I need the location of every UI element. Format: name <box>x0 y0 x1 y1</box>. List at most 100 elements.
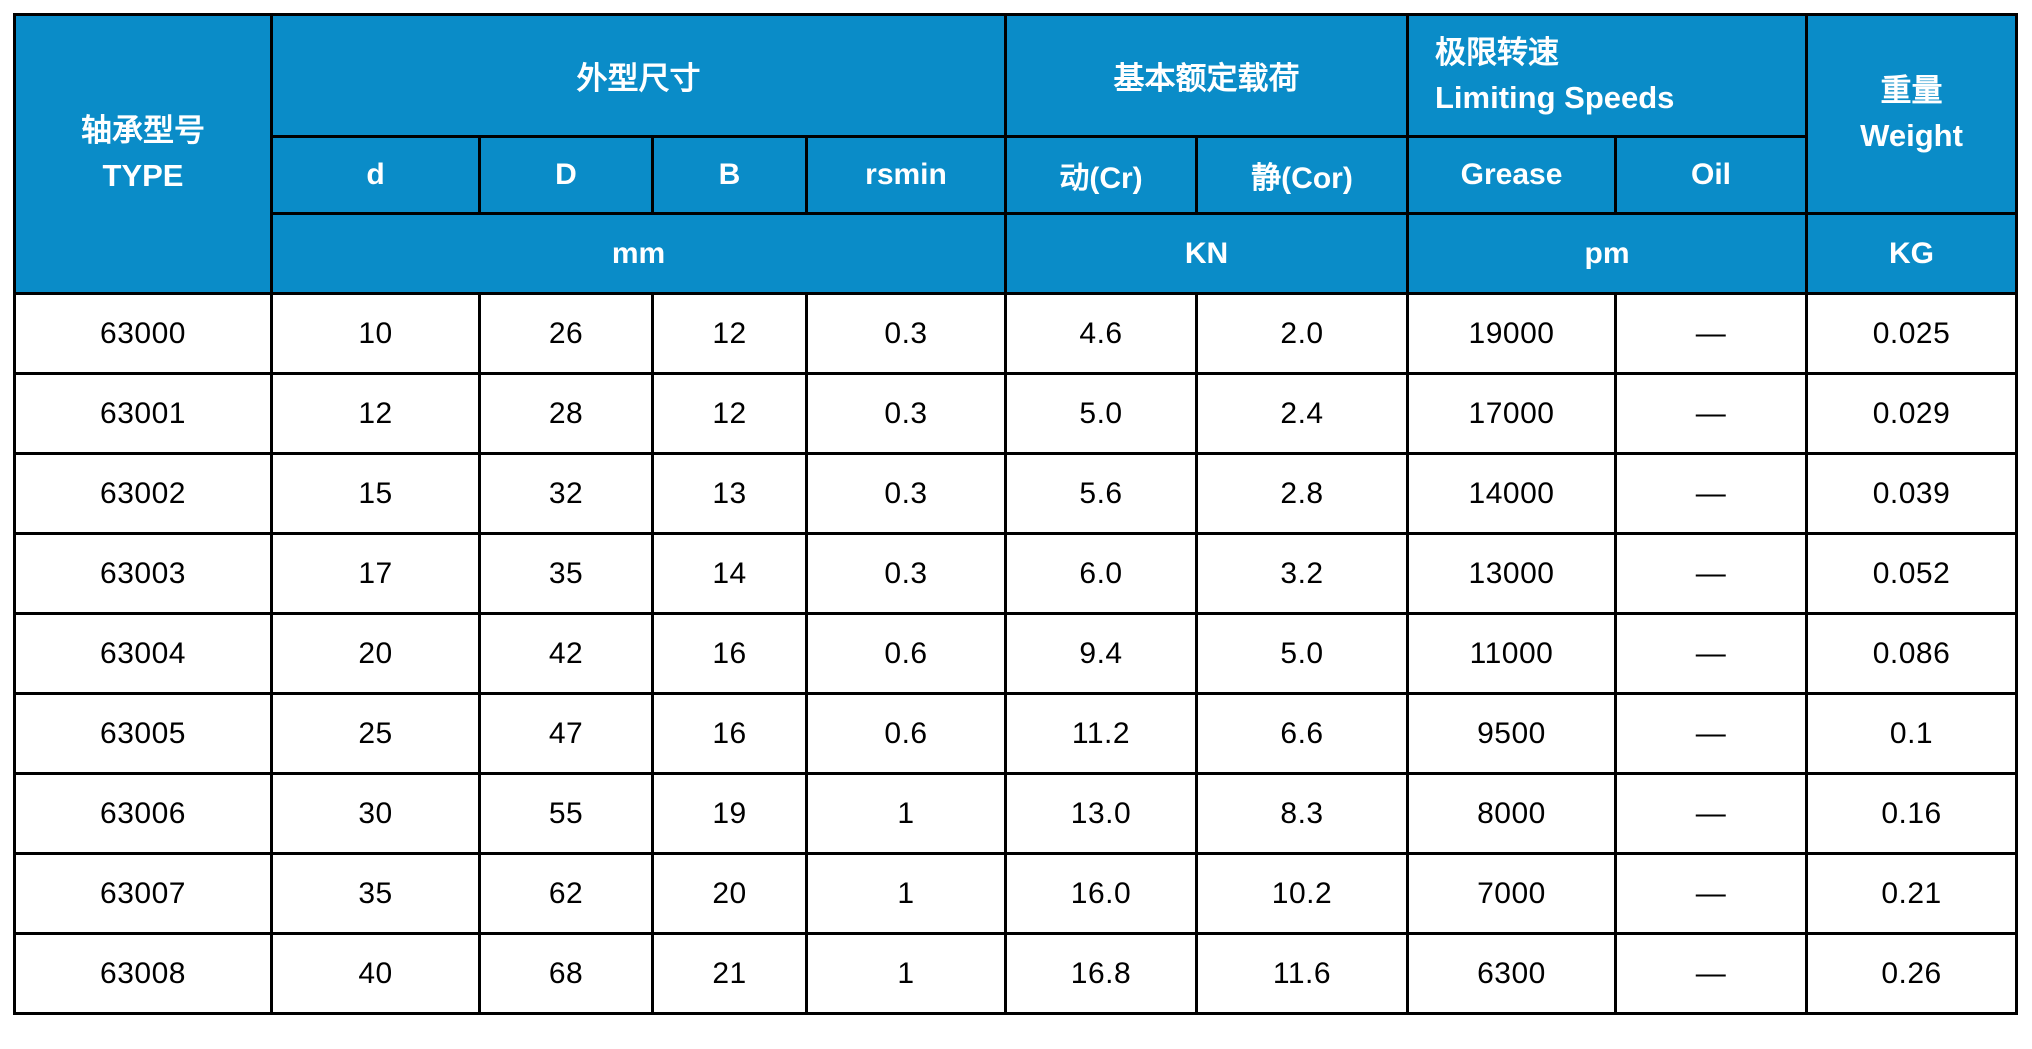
cell-cr-dynamic: 4.6 <box>1004 292 1198 375</box>
cell-cor-static: 11.6 <box>1195 932 1409 1015</box>
cell-rsmin: 0.3 <box>805 292 1007 375</box>
cell-D: 26 <box>478 292 654 375</box>
cell-d: 40 <box>270 932 481 1015</box>
cell-rsmin: 1 <box>805 932 1007 1015</box>
cell-cor-static: 2.0 <box>1195 292 1409 375</box>
cell-grease: 8000 <box>1406 772 1617 855</box>
cell-D: 68 <box>478 932 654 1015</box>
table-row: 63002 15 32 13 0.3 5.6 2.8 14000—0.039 <box>13 452 2019 535</box>
cell-rsmin: 0.3 <box>805 372 1007 455</box>
cell-cr-dynamic: 9.4 <box>1004 612 1198 695</box>
header-cr-dynamic: 动(Cr) <box>1004 135 1198 215</box>
cell-type: 63001 <box>13 372 273 455</box>
cell-grease: 19000 <box>1406 292 1617 375</box>
table-row: 63004 20 42 16 0.6 9.4 5.0 11000—0.086 <box>13 612 2019 695</box>
cell-oil: — <box>1613 932 1809 1015</box>
cell-type: 63008 <box>13 932 273 1015</box>
cell-grease: 17000 <box>1406 372 1617 455</box>
cell-oil: — <box>1613 692 1809 775</box>
cell-cor-static: 6.6 <box>1195 692 1409 775</box>
table-row: 63003 17 35 14 0.3 6.0 3.2 13000—0.052 <box>13 532 2019 615</box>
cell-cor-static: 8.3 <box>1195 772 1409 855</box>
table-row: 63001 12 28 12 0.3 5.0 2.4 17000—0.029 <box>13 372 2019 455</box>
cell-cr-dynamic: 11.2 <box>1004 692 1198 775</box>
cell-B: 13 <box>651 452 808 535</box>
group-header-row: 轴承型号 TYPE 外型尺寸 基本额定载荷 极限转速 Limiting Spee… <box>13 13 2019 295</box>
cell-D: 47 <box>478 692 654 775</box>
cell-oil: — <box>1613 852 1809 935</box>
cell-d: 30 <box>270 772 481 855</box>
cell-rsmin: 1 <box>805 852 1007 935</box>
cell-cr-dynamic: 6.0 <box>1004 532 1198 615</box>
cell-cr-dynamic: 16.0 <box>1004 852 1198 935</box>
cell-cr-dynamic: 16.8 <box>1004 932 1198 1015</box>
cell-B: 21 <box>651 932 808 1015</box>
table-row: 63006 30 55 19 1 13.0 8.3 8000—0.16 <box>13 772 2019 855</box>
cell-D: 35 <box>478 532 654 615</box>
table-body: 63000 10 26 12 0.3 4.6 2.0 19000—0.025 63001 12 28… <box>13 292 2019 1015</box>
cell-cor-static: 2.4 <box>1195 372 1409 455</box>
cell-cor-static: 5.0 <box>1195 612 1409 695</box>
cell-cr-dynamic: 5.0 <box>1004 372 1198 455</box>
cell-rsmin: 0.3 <box>805 532 1007 615</box>
cell-cor-static: 3.2 <box>1195 532 1409 615</box>
table-row: 63007 35 62 20 1 16.0 10.2 7000—0.21 <box>13 852 2019 935</box>
unit-mm: mm <box>270 212 1007 295</box>
cell-weight: 0.086 <box>1805 612 2019 695</box>
cell-grease: 13000 <box>1406 532 1617 615</box>
header-group-dimensions: 外型尺寸 <box>270 13 1007 138</box>
cell-cor-static: 10.2 <box>1195 852 1409 935</box>
cell-rsmin: 0.3 <box>805 452 1007 535</box>
cell-cor-static: 2.8 <box>1195 452 1409 535</box>
header-cor-static: 静(Cor) <box>1195 135 1409 215</box>
unit-pm: pm <box>1405 212 1809 295</box>
cell-B: 14 <box>651 532 808 615</box>
cell-grease: 11000 <box>1406 612 1617 695</box>
cell-d: 35 <box>270 852 481 935</box>
header-grease: Grease <box>1406 135 1617 215</box>
cell-d: 10 <box>270 292 481 375</box>
cell-d: 20 <box>270 612 481 695</box>
cell-d: 15 <box>270 452 481 535</box>
cell-B: 12 <box>651 372 808 455</box>
cell-D: 28 <box>478 372 654 455</box>
cell-weight: 0.1 <box>1805 692 2019 775</box>
header-oil: Oil <box>1613 135 1809 215</box>
cell-grease: 9500 <box>1406 692 1617 775</box>
cell-oil: — <box>1613 612 1809 695</box>
header-group-load-ratings: 基本额定载荷 <box>1004 13 1409 138</box>
cell-B: 16 <box>651 612 808 695</box>
cell-grease: 6300 <box>1406 932 1617 1015</box>
cell-oil: — <box>1613 292 1809 375</box>
cell-grease: 7000 <box>1406 852 1617 935</box>
cell-weight: 0.26 <box>1805 932 2019 1015</box>
cell-oil: — <box>1613 372 1809 455</box>
cell-D: 55 <box>478 772 654 855</box>
cell-oil: — <box>1613 532 1809 615</box>
table-row: 63000 10 26 12 0.3 4.6 2.0 19000—0.025 <box>13 292 2019 375</box>
cell-weight: 0.025 <box>1805 292 2019 375</box>
cell-weight: 0.16 <box>1805 772 2019 855</box>
subheader-row: d D B rsmin 动(Cr) 静(Cor) Grease Oil <box>15 135 2017 215</box>
cell-B: 19 <box>651 772 808 855</box>
cell-type: 63002 <box>13 452 273 535</box>
cell-rsmin: 1 <box>805 772 1007 855</box>
cell-type: 63006 <box>13 772 273 855</box>
table-row: 63005 25 47 16 0.6 11.2 6.6 9500—0.1 <box>13 692 2019 775</box>
cell-D: 42 <box>478 612 654 695</box>
cell-type: 63000 <box>13 292 273 375</box>
header-type: 轴承型号 TYPE <box>13 13 273 295</box>
cell-type: 63007 <box>13 852 273 935</box>
unit-kn: KN <box>1004 212 1409 295</box>
cell-type: 63004 <box>13 612 273 695</box>
cell-oil: — <box>1613 452 1809 535</box>
header-rsmin: rsmin <box>805 135 1007 215</box>
cell-B: 20 <box>651 852 808 935</box>
cell-D: 32 <box>478 452 654 535</box>
cell-B: 12 <box>651 292 808 375</box>
cell-cr-dynamic: 5.6 <box>1004 452 1198 535</box>
cell-weight: 0.21 <box>1805 852 2019 935</box>
unit-row: mm KN pm KG <box>15 212 2019 295</box>
cell-grease: 14000 <box>1406 452 1617 535</box>
cell-d: 17 <box>270 532 481 615</box>
